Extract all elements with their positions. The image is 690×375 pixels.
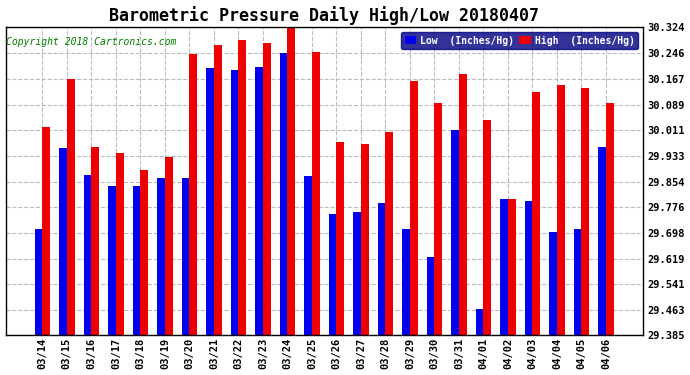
Bar [435,103,442,335]
Bar [508,200,516,335]
Bar [377,202,386,335]
Bar [573,229,582,335]
Bar [598,147,606,335]
Text: Copyright 2018 Cartronics.com: Copyright 2018 Cartronics.com [6,37,177,47]
Bar [132,186,140,335]
Bar [34,229,42,335]
Bar [337,142,344,335]
Bar [353,213,361,335]
Bar [410,81,417,335]
Bar [67,79,75,335]
Bar [361,144,368,335]
Bar [189,54,197,335]
Bar [484,120,491,335]
Bar [214,45,221,335]
Bar [500,200,508,335]
Bar [524,201,533,335]
Bar [475,309,484,335]
Bar [165,158,172,335]
Bar [279,53,288,335]
Bar [402,229,410,335]
Bar [328,214,337,335]
Bar [582,88,589,335]
Title: Barometric Pressure Daily High/Low 20180407: Barometric Pressure Daily High/Low 20180… [109,6,539,24]
Bar [157,178,165,335]
Bar [42,127,50,335]
Bar [533,92,540,335]
Bar [91,147,99,335]
Bar [288,23,295,335]
Bar [451,130,459,335]
Bar [606,103,614,335]
Bar [255,66,263,335]
Bar [557,84,565,335]
Bar [116,153,124,335]
Bar [549,232,557,335]
Bar [426,257,435,335]
Bar [459,74,466,335]
Bar [304,176,312,335]
Bar [263,43,270,335]
Bar [386,132,393,335]
Bar [181,178,189,335]
Bar [83,175,91,335]
Legend: Low  (Inches/Hg), High  (Inches/Hg): Low (Inches/Hg), High (Inches/Hg) [402,32,638,49]
Bar [206,68,214,335]
Bar [312,53,319,335]
Bar [230,70,239,335]
Bar [59,148,67,335]
Bar [140,170,148,335]
Bar [108,186,116,335]
Bar [239,40,246,335]
